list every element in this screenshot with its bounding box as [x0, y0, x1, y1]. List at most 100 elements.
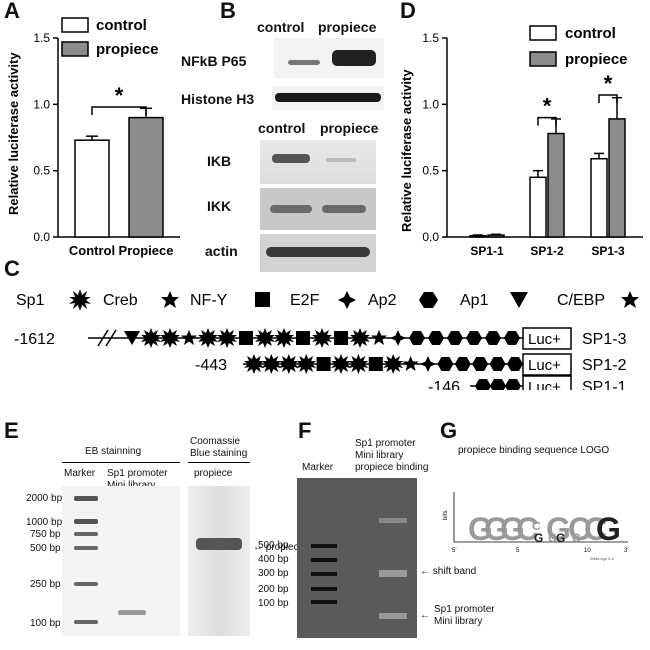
ap2-site: [437, 357, 454, 371]
ap2-site: [409, 331, 425, 345]
construct-pos-1612: -1612: [14, 331, 55, 348]
y-tick-label: 1.0: [422, 97, 439, 111]
blot-row-nfkb: NFkB P65: [181, 53, 247, 69]
four-point-star-shape: [338, 291, 356, 309]
luc-box-2: Luc+: [522, 353, 572, 376]
panel-label-e: E: [4, 418, 19, 443]
bar: [128, 116, 164, 238]
e-ladder-1000: 1000 bp: [26, 517, 63, 528]
sp1-site: [296, 354, 317, 374]
creb-site: [402, 356, 419, 371]
y-tick-label: 0.0: [422, 230, 439, 244]
x-tick-label: Propiece: [119, 243, 174, 258]
y-tick-label: 1.5: [33, 31, 50, 45]
x-tick-label: Control: [69, 243, 115, 258]
ap2-site: [485, 331, 501, 345]
blot-band: [270, 205, 312, 213]
luc-box-3: Luc+: [522, 375, 572, 390]
f-ladder-200: 200 bp: [258, 584, 289, 595]
e-lane-propiece: propiece: [194, 468, 233, 479]
logo-letter-small: C: [548, 531, 557, 545]
e-ladder-500: 500 bp: [30, 543, 61, 554]
legend-sp1: Sp1: [16, 292, 45, 309]
creb-site: [371, 330, 387, 345]
sp1-site: [160, 328, 180, 348]
gel-band: [379, 613, 407, 619]
logo-credit: WebLogo 3.4: [590, 556, 614, 561]
blot-col-propiece-bottom: propiece: [320, 120, 379, 136]
luc-label: Luc+: [528, 357, 561, 374]
legend-label-propiece: propiece: [96, 41, 159, 58]
bar: [608, 118, 626, 238]
construct-pos-443: -443: [195, 357, 227, 374]
sunburst-shape: [69, 289, 91, 311]
gel-band: [311, 587, 337, 591]
f-arrow-library: ←: [420, 610, 430, 621]
gel-band: [311, 600, 337, 604]
ap2-site: [504, 331, 520, 345]
gel-band: [74, 620, 98, 624]
panel-label-f: F: [298, 418, 312, 443]
significance-bracket: [537, 116, 557, 126]
ap2-site: [489, 357, 506, 371]
ap2-site: [475, 379, 491, 390]
bar: [547, 132, 565, 238]
nfy-site: [296, 331, 310, 345]
creb-site: [181, 330, 197, 345]
logo-letter: G: [500, 511, 525, 547]
sp1-site: [348, 354, 369, 374]
blot-band: [288, 60, 320, 65]
luc-box-1: Luc+: [522, 327, 572, 350]
gel-band: [311, 544, 337, 548]
ap2-site: [428, 331, 444, 345]
break-mark: [97, 329, 109, 347]
gel-band: [118, 610, 146, 615]
blot-row-histone: Histone H3: [181, 91, 255, 107]
sp1-site: [255, 328, 275, 348]
f-ladder-500: 500 bp: [258, 540, 289, 551]
y-tick-label: 1.5: [422, 31, 439, 45]
y-tick-label: 0.0: [33, 230, 50, 244]
logo-letter: C: [568, 511, 591, 547]
blot-band: [326, 158, 356, 162]
creb-symbol: [161, 291, 179, 308]
legend-swatch-propiece: [61, 41, 89, 57]
logo-letter-small: C: [532, 519, 541, 533]
e-header-coomassie: Coomassie Blue staining: [190, 436, 248, 459]
blot-col-control-bottom: control: [258, 120, 306, 136]
sp1-site: [141, 328, 161, 348]
logo-letter: G: [546, 511, 571, 547]
gel-band: [74, 582, 98, 586]
legend-ap2: Ap2: [368, 292, 397, 309]
panel-label-g: G: [440, 418, 458, 443]
sp1-site: [331, 354, 351, 374]
sp1-site: [383, 354, 404, 374]
chart-a: 0.0 0.5 1.0 1.5 Relative luciferase activity…: [6, 17, 180, 258]
legend-label-propiece: propiece: [565, 51, 628, 68]
logo-letter: C: [584, 511, 607, 547]
y-tick-label: 0.5: [422, 164, 439, 178]
logo-axis-bits: bits: [443, 511, 449, 520]
gel-band: [311, 572, 337, 576]
blot-actin: [260, 234, 376, 272]
y-tick-label: 1.0: [33, 97, 50, 111]
gel-band: [379, 570, 407, 577]
f-ladder-400: 400 bp: [258, 554, 289, 565]
nfy-site: [239, 331, 253, 345]
logo-letter-small: C: [572, 531, 581, 545]
logo-letter-small: G: [556, 531, 565, 545]
blot-row-ikb: IKB: [207, 153, 232, 169]
f-ladder-100: 100 bp: [258, 598, 289, 609]
sp1-site: [312, 328, 332, 348]
bar: [529, 176, 547, 238]
e-lane-library: Sp1 promoter Mini library: [107, 468, 168, 491]
logo-letter: G: [468, 511, 493, 547]
ap2-site: [447, 331, 463, 345]
sp1-site: [278, 354, 299, 374]
luc-label: Luc+: [528, 331, 561, 348]
sp1-symbol: [69, 289, 91, 311]
logo-x-3prime: 3': [624, 548, 628, 554]
nfy-site: [334, 331, 348, 345]
significance-star: *: [604, 71, 613, 96]
